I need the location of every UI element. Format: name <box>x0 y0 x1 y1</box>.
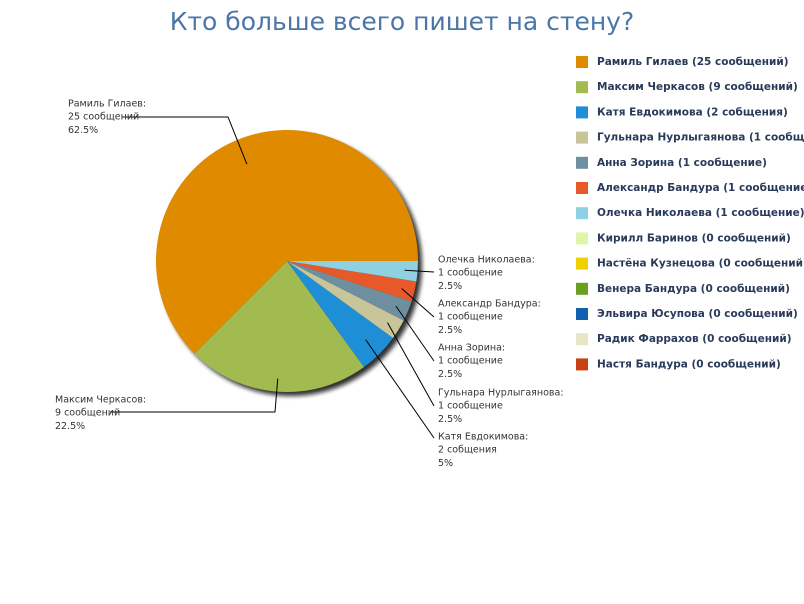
legend-swatch <box>576 232 588 245</box>
leader-line <box>122 116 248 165</box>
data-label: 2.5% <box>438 281 462 292</box>
legend-label: Анна Зорина (1 сообщение) <box>597 157 767 169</box>
leader-line <box>395 305 435 362</box>
legend-label: Венера Бандура (0 сообщений) <box>597 283 790 295</box>
legend-swatch <box>576 182 588 194</box>
legend-swatch <box>576 308 588 320</box>
legend-label: Эльвира Юсупова (0 сообщений) <box>597 308 798 320</box>
data-label: Гульнара Нурлыгаянова: <box>438 388 564 399</box>
legend-label: Олечка Николаева (1 сообщение) <box>597 207 804 219</box>
legend-label: Рамиль Гилаев (25 сообщений) <box>597 56 789 68</box>
legend-label: Кирилл Баринов (0 сообщений) <box>597 232 791 244</box>
legend-label: Максим Черкасов (9 сообщений) <box>597 81 798 93</box>
data-label: 62.5% <box>68 125 98 136</box>
data-label: 1 сообщение <box>438 312 503 323</box>
data-label: 2.5% <box>438 325 462 336</box>
legend-swatch <box>576 106 588 119</box>
data-label: 1 сообщение <box>438 268 503 279</box>
data-label: 1 сообщение <box>438 356 503 367</box>
legend-label: Радик Фаррахов (0 сообщений) <box>597 333 792 345</box>
data-label: 2 собщения <box>438 445 497 456</box>
data-label: 1 сообщение <box>438 401 503 412</box>
pie-slice <box>287 261 418 282</box>
legend-swatch <box>576 333 588 346</box>
legend-swatch <box>576 358 588 371</box>
data-label: 2.5% <box>438 414 462 425</box>
leader-line <box>387 322 435 407</box>
legend-swatch <box>576 207 588 220</box>
legend-label: Александр Бандура (1 сообщение) <box>597 182 804 194</box>
data-label: Катя Евдокимова: <box>438 432 528 443</box>
legend-swatch <box>576 131 588 144</box>
pie-slice <box>156 130 418 354</box>
legend-swatch <box>576 56 588 68</box>
legend-label: Настя Бандура (0 сообщений) <box>597 358 781 370</box>
legend-swatch <box>576 81 588 94</box>
data-label: 25 сообщений <box>68 112 139 123</box>
leader-line <box>401 288 435 318</box>
data-label: Олечка Николаева: <box>438 255 535 266</box>
data-label: Максим Черкасов: <box>55 395 146 406</box>
data-label: 2.5% <box>438 369 462 380</box>
pie-slice <box>287 261 417 302</box>
leader-line <box>110 378 279 413</box>
data-label: Александр Бандура: <box>438 299 541 310</box>
legend-swatch <box>576 282 588 295</box>
leader-line <box>365 339 435 439</box>
pie-slice <box>194 261 364 392</box>
chart-title: Кто больше всего пишет на стену? <box>170 7 635 36</box>
legend-label: Катя Евдокимова (2 собщения) <box>597 106 788 118</box>
legend-label: Настёна Кузнецова (0 сообщений) <box>597 258 804 270</box>
data-label: 9 сообщений <box>55 408 120 419</box>
data-label: 5% <box>438 458 453 469</box>
data-label: Рамиль Гилаев: <box>68 99 146 110</box>
legend-swatch <box>576 156 588 169</box>
legend-label: Гульнара Нурлыгаянова (1 сообщение) <box>597 132 804 144</box>
legend-swatch <box>576 257 588 270</box>
data-label: 22.5% <box>55 421 85 432</box>
pie-slice <box>287 261 412 321</box>
data-label: Анна Зорина: <box>438 343 505 354</box>
pie-slice <box>287 261 404 338</box>
leader-line <box>404 269 435 273</box>
